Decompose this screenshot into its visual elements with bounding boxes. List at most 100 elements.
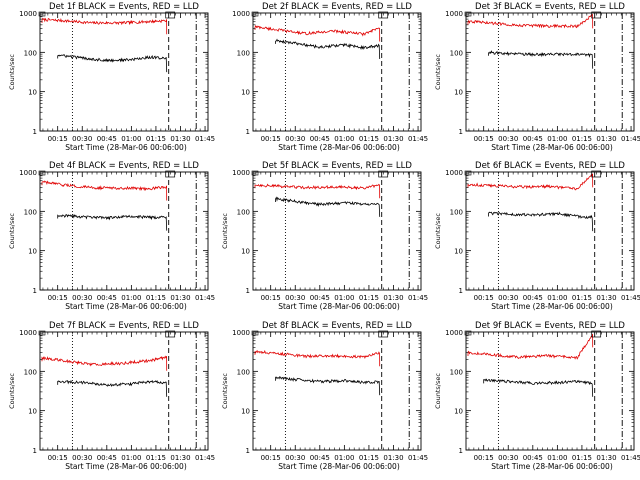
marker-box-left — [251, 11, 259, 17]
y-tick-label: 100 — [24, 208, 37, 216]
x-tick-label: 01:45 — [195, 454, 215, 462]
series-events-line — [488, 211, 594, 232]
x-tick-label: 00:30 — [285, 294, 305, 302]
x-tick-label: 01:15 — [572, 135, 592, 143]
marker-box-left — [464, 170, 472, 176]
x-axis-label: Start Time (28-Mar-06 00:06:00) — [491, 462, 613, 471]
panel-7: Det 7f BLACK = Events, RED = LLD Counts/s… — [8, 321, 215, 471]
x-tick-label: 01:15 — [359, 294, 379, 302]
panel-1: Det 1f BLACK = Events, RED = LLD Counts/s… — [8, 2, 215, 152]
plot-frame — [252, 331, 422, 451]
y-tick-label: 10 — [28, 408, 37, 416]
series-events-line — [57, 213, 168, 231]
x-tick-label: 01:00 — [547, 294, 567, 302]
x-tick-label: 01:45 — [621, 454, 640, 462]
x-tick-label: 00:30 — [72, 135, 92, 143]
x-tick-label: 01:15 — [146, 294, 166, 302]
plot-frame — [39, 331, 209, 451]
x-tick-label: 01:45 — [621, 294, 640, 302]
x-tick-label: 01:15 — [146, 135, 166, 143]
y-tick-label: 1 — [246, 447, 250, 455]
marker-box-left — [251, 170, 259, 176]
series-lld-line — [254, 25, 381, 42]
x-tick-label: 01:15 — [572, 454, 592, 462]
x-tick-label: 01:45 — [408, 135, 428, 143]
panel-title: Det 3f BLACK = Events, RED = LLD — [475, 2, 625, 12]
x-tick-label: 00:45 — [97, 135, 117, 143]
x-axis-label: Start Time (28-Mar-06 00:06:00) — [65, 302, 187, 311]
y-tick-label: 1000 — [232, 329, 250, 337]
x-tick-label: 01:15 — [359, 454, 379, 462]
y-tick-label: 1 — [246, 128, 250, 136]
x-tick-label: 00:15 — [48, 454, 68, 462]
x-tick-label: 00:15 — [261, 454, 281, 462]
series-events-line — [483, 378, 594, 397]
x-tick-label: 01:30 — [383, 294, 403, 302]
panel-title: Det 4f BLACK = Events, RED = LLD — [49, 161, 199, 171]
x-tick-label: 01:30 — [170, 135, 190, 143]
y-axis-label: Counts/sec — [8, 213, 16, 249]
x-axis-label: Start Time (28-Mar-06 00:06:00) — [65, 143, 187, 152]
y-tick-label: 1 — [33, 287, 37, 295]
y-tick-label: 10 — [241, 408, 250, 416]
x-tick-label: 00:15 — [261, 135, 281, 143]
plot-frame — [465, 12, 635, 132]
y-tick-label: 1000 — [445, 329, 463, 337]
x-tick-label: 01:45 — [195, 135, 215, 143]
x-tick-label: 01:30 — [596, 294, 616, 302]
x-tick-label: 00:15 — [48, 294, 68, 302]
x-tick-label: 00:45 — [523, 454, 543, 462]
series-lld-line — [41, 17, 168, 35]
y-axis-label: Counts/sec — [8, 54, 16, 90]
panel-3: Det 3f BLACK = Events, RED = LLD Counts/s… — [434, 2, 640, 152]
x-tick-label: 00:30 — [498, 135, 518, 143]
y-axis-label: Counts/sec — [221, 373, 229, 409]
panel-8: Det 8f BLACK = Events, RED = LLD Counts/s… — [221, 321, 428, 471]
x-tick-label: 01:45 — [408, 454, 428, 462]
x-tick-label: 01:30 — [596, 135, 616, 143]
marker-box-left — [38, 11, 46, 17]
x-tick-label: 01:00 — [121, 454, 141, 462]
y-tick-label: 10 — [454, 89, 463, 97]
x-tick-label: 01:45 — [621, 135, 640, 143]
series-lld-line — [41, 180, 168, 201]
x-tick-label: 01:30 — [383, 135, 403, 143]
x-tick-label: 00:30 — [72, 294, 92, 302]
y-tick-label: 10 — [28, 89, 37, 97]
x-axis-label: Start Time (28-Mar-06 00:06:00) — [278, 143, 400, 152]
marker-box-left — [464, 11, 472, 17]
x-axis-label: Start Time (28-Mar-06 00:06:00) — [278, 302, 400, 311]
panel-title: Det 5f BLACK = Events, RED = LLD — [262, 161, 412, 171]
plot-frame — [465, 171, 635, 291]
y-tick-label: 1 — [459, 128, 463, 136]
series-lld-line — [467, 333, 594, 360]
y-tick-label: 10 — [241, 89, 250, 97]
x-tick-label: 01:30 — [383, 454, 403, 462]
plot-frame — [39, 12, 209, 132]
y-axis-label: Counts/sec — [434, 54, 442, 90]
y-tick-label: 1000 — [445, 169, 463, 177]
x-tick-label: 00:45 — [310, 454, 330, 462]
x-tick-label: 00:45 — [310, 294, 330, 302]
x-axis-label: Start Time (28-Mar-06 00:06:00) — [65, 462, 187, 471]
x-tick-label: 01:00 — [547, 454, 567, 462]
x-tick-label: 01:00 — [547, 135, 567, 143]
x-tick-label: 01:45 — [408, 294, 428, 302]
panel-2: Det 2f BLACK = Events, RED = LLD Start Ti… — [232, 2, 428, 152]
y-tick-label: 100 — [24, 49, 37, 57]
y-tick-label: 100 — [450, 49, 463, 57]
x-tick-label: 01:30 — [596, 454, 616, 462]
y-tick-label: 100 — [24, 368, 37, 376]
x-tick-label: 01:15 — [359, 135, 379, 143]
panel-5: Det 5f BLACK = Events, RED = LLD Counts/s… — [221, 161, 428, 311]
x-tick-label: 00:45 — [97, 454, 117, 462]
series-events-line — [275, 196, 381, 217]
y-axis-label: Counts/sec — [8, 373, 16, 409]
y-tick-label: 10 — [454, 408, 463, 416]
y-axis-label: Counts/sec — [434, 213, 442, 249]
x-tick-label: 00:15 — [474, 454, 494, 462]
series-events-line — [275, 376, 381, 396]
panel-4: Det 4f BLACK = Events, RED = LLD Counts/s… — [8, 161, 215, 311]
x-tick-label: 00:30 — [285, 454, 305, 462]
x-tick-label: 01:00 — [334, 135, 354, 143]
